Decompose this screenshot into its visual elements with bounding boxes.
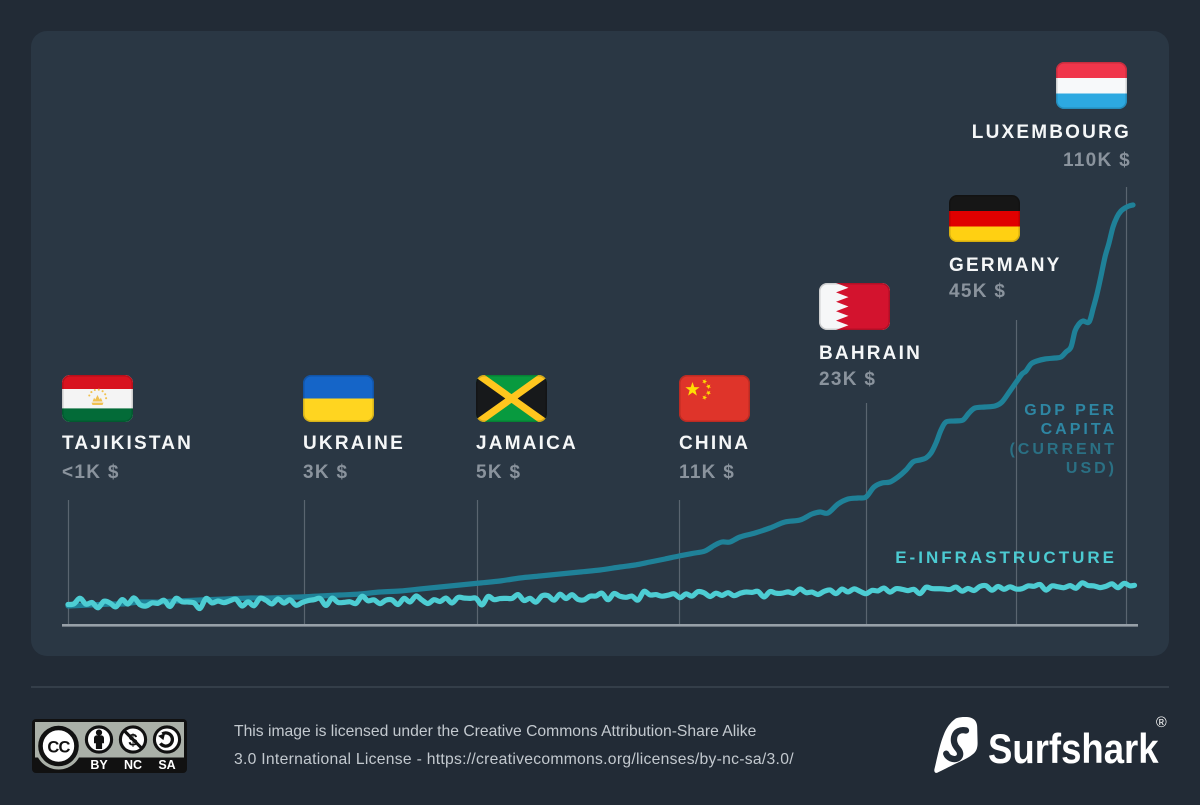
svg-text:SA: SA — [158, 758, 175, 772]
svg-text:BY: BY — [90, 758, 108, 772]
svg-text:CC: CC — [47, 739, 70, 757]
svg-text:NC: NC — [124, 758, 142, 772]
